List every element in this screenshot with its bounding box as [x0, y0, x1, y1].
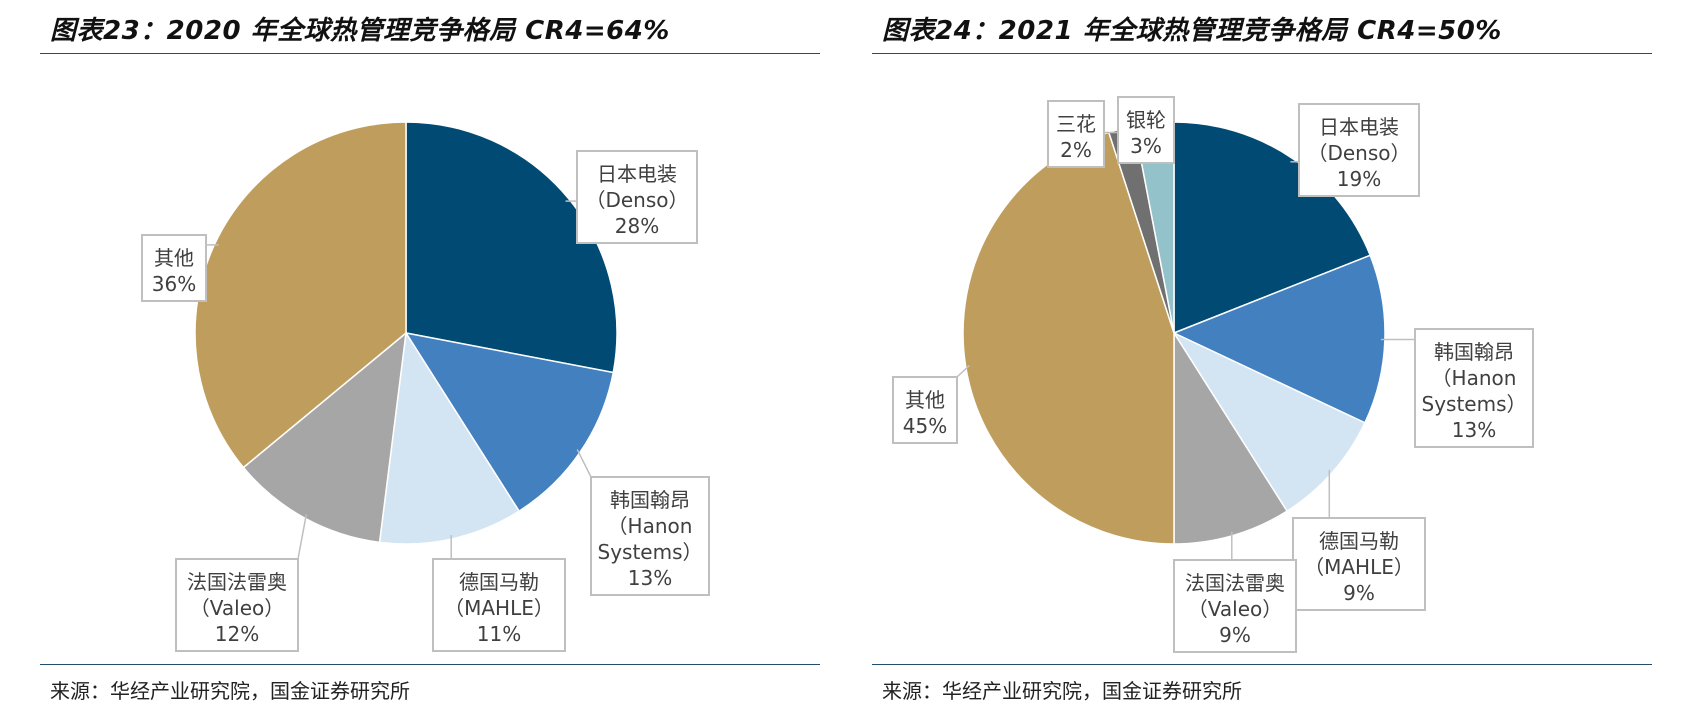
slice-name-label: Systems）	[598, 540, 703, 564]
slice-name-label: 韩国翰昂	[1434, 340, 1514, 364]
data-labels: 日本电装（Denso）19%韩国翰昂（HanonSystems）13%德国马勒（…	[892, 96, 1534, 653]
slice-value-label: 45%	[903, 414, 947, 438]
slice-value-label: 9%	[1219, 623, 1251, 647]
label-box	[1117, 96, 1175, 164]
data-label: 三花2%	[1047, 100, 1105, 168]
divider	[40, 53, 820, 54]
label-box	[576, 150, 698, 244]
slice-name-label: （Hanon	[608, 514, 693, 538]
leader-line	[576, 449, 592, 478]
label-box	[1173, 559, 1297, 653]
label-box	[590, 476, 710, 596]
slice-name-label: 三花	[1056, 112, 1096, 136]
pie-slice	[1171, 331, 1366, 513]
pie-slice	[404, 331, 615, 513]
label-box	[432, 558, 566, 652]
chart-title: 图表24：2021 年全球热管理竞争格局 CR4=50%	[882, 16, 1502, 46]
data-label: 银轮3%	[1117, 96, 1175, 164]
pie-slices	[962, 121, 1386, 545]
slice-name-label: 日本电装	[1319, 115, 1399, 139]
divider	[40, 664, 820, 665]
data-labels: 日本电装（Denso）28%韩国翰昂（HanonSystems）13%德国马勒（…	[141, 150, 710, 652]
data-label: 法国法雷奥（Valeo）12%	[175, 558, 299, 652]
slice-name-label: 德国马勒	[1319, 529, 1399, 553]
label-box	[1298, 103, 1420, 197]
pie-slice	[1173, 121, 1372, 335]
data-label: 日本电装（Denso）28%	[576, 150, 698, 244]
slice-name-label: 其他	[905, 388, 945, 412]
data-label: 德国马勒（MAHLE）9%	[1292, 517, 1426, 611]
slice-value-label: 11%	[477, 622, 521, 646]
leader-line	[297, 514, 308, 560]
slice-value-label: 19%	[1337, 167, 1381, 191]
pie-slice	[378, 330, 521, 545]
label-box	[1414, 328, 1534, 448]
label-box	[175, 558, 299, 652]
slice-value-label: 13%	[1452, 418, 1496, 442]
slice-name-label: （Valeo）	[1188, 597, 1282, 621]
slice-name-label: 法国法雷奥	[1185, 571, 1285, 595]
chart-panel-2021: 图表24：2021 年全球热管理竞争格局 CR4=50% 日本电装 （Denso）…	[872, 0, 1652, 715]
leader-line	[956, 364, 971, 378]
label-box	[892, 376, 958, 444]
data-label: 日本电装（Denso）19%	[1298, 103, 1420, 197]
slice-name-label: （Denso）	[585, 188, 688, 212]
chart-panel-2020: 图表23：2020 年全球热管理竞争格局 CR4=64% 日本电装 （Denso）…	[40, 0, 820, 715]
slice-name-label: 韩国翰昂	[610, 488, 690, 512]
divider	[872, 53, 1652, 54]
pie-slice	[405, 121, 618, 374]
slice-name-label: Systems）	[1422, 392, 1527, 416]
pie-slice	[1173, 330, 1289, 545]
slice-name-label: 日本电装	[597, 162, 677, 186]
slice-value-label: 3%	[1130, 134, 1162, 158]
slice-name-label: （Valeo）	[190, 596, 284, 620]
slice-name-label: （MAHLE）	[1304, 555, 1414, 579]
data-label: 法国法雷奥（Valeo）9%	[1173, 559, 1297, 653]
pie-chart-2020: 日本电装（Denso）28%韩国翰昂（HanonSystems）13%德国马勒（…	[141, 121, 710, 652]
slice-value-label: 2%	[1060, 138, 1092, 162]
slice-name-label: 银轮	[1126, 108, 1166, 132]
source-note: 来源：华经产业研究院，国金证券研究所	[882, 679, 1242, 703]
source-note: 来源：华经产业研究院，国金证券研究所	[50, 679, 410, 703]
pie-chart-2021: 日本电装（Denso）19%韩国翰昂（HanonSystems）13%德国马勒（…	[892, 96, 1534, 653]
slice-value-label: 28%	[615, 214, 659, 238]
slice-name-label: （MAHLE）	[444, 596, 554, 620]
label-box	[141, 234, 207, 302]
slice-name-label: 德国马勒	[459, 570, 539, 594]
label-box	[1292, 517, 1426, 611]
slice-name-label: 法国法雷奥	[187, 570, 287, 594]
slice-name-label: （Denso）	[1307, 141, 1410, 165]
pie-slices	[194, 121, 618, 545]
slice-value-label: 36%	[152, 272, 196, 296]
divider	[872, 664, 1652, 665]
slice-value-label: 12%	[215, 622, 259, 646]
data-label: 德国马勒（MAHLE）11%	[432, 558, 566, 652]
pie-slice	[962, 131, 1175, 545]
slice-name-label: （Hanon	[1432, 366, 1517, 390]
slice-value-label: 9%	[1343, 581, 1375, 605]
pie-slice	[194, 121, 407, 469]
slice-value-label: 13%	[628, 566, 672, 590]
slice-name-label: 其他	[154, 246, 194, 270]
pie-slice	[242, 331, 407, 544]
label-box	[1047, 100, 1105, 168]
chart-title: 图表23：2020 年全球热管理竞争格局 CR4=64%	[50, 16, 670, 46]
